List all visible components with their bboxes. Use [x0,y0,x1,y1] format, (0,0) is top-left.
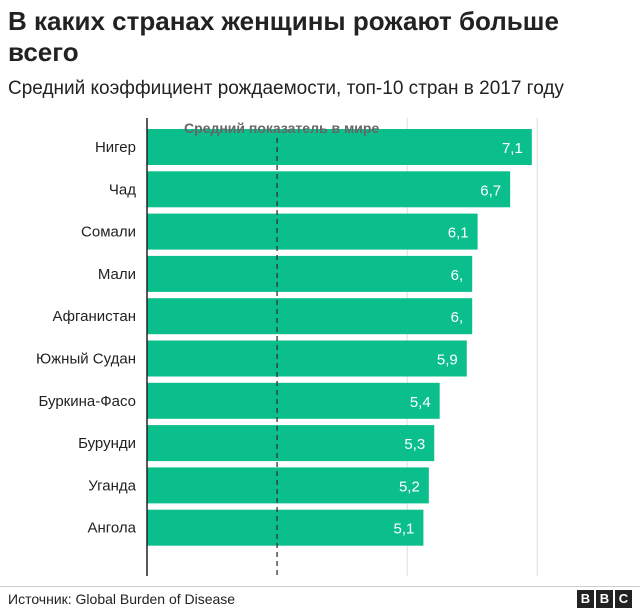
bbc-logo-letter-2: B [596,590,613,608]
category-labels: Нигер Чад Сомали Мали Афганистан Южный Судан Б… [36,139,137,537]
reference-line-group: Средний показатель в мире [184,120,379,576]
bar-chart: Нигер Чад Сомали Мали Афганистан Южный Судан Б… [36,118,538,576]
bar-7 [147,382,440,419]
value-label-10: 5,1 [394,521,415,538]
value-label-8: 5,3 [404,436,425,453]
category-label-3: Сомали [81,224,136,241]
category-label-6: Южный Судан [36,351,136,368]
bar-9 [147,467,429,504]
value-labels: 7,1 6,7 6,1 6, 6, 5,9 5,4 5,3 5,2 5,1 [394,140,523,538]
value-label-1: 7,1 [502,140,523,157]
bars [147,129,532,546]
chart-subtitle: Средний коэффициент рождаемости, топ-10 … [8,78,564,99]
category-label-5: Афганистан [53,308,137,325]
bar-2 [147,171,511,208]
value-label-7: 5,4 [410,394,431,411]
value-label-3: 6,1 [448,225,469,242]
bar-1 [147,129,532,165]
chart-title: В каких странах женщины рожают больше вс… [8,6,559,67]
value-label-2: 6,7 [480,182,501,199]
bar-10 [147,509,424,546]
bar-6 [147,340,467,377]
category-label-1: Нигер [95,139,136,156]
category-label-8: Бурунди [78,435,136,452]
bar-3 [147,213,478,250]
footer-divider [0,586,640,587]
bar-4 [147,255,473,292]
category-label-10: Ангола [87,520,136,537]
value-label-5: 6, [451,309,464,326]
value-label-4: 6, [451,267,464,284]
value-label-9: 5,2 [399,478,420,495]
bar-8 [147,425,435,462]
category-label-2: Чад [109,181,136,198]
bar-5 [147,298,473,335]
bbc-logo-letter-3: C [615,590,632,608]
source-note: Источник: Global Burden of Disease [8,591,236,607]
category-label-9: Уганда [88,477,136,494]
category-label-7: Буркина-Фасо [38,393,136,410]
bbc-logo: B B C [577,590,632,608]
value-label-6: 5,9 [437,352,458,369]
reference-line-label: Средний показатель в мире [184,120,379,136]
category-label-4: Мали [98,266,136,283]
bbc-logo-letter-1: B [577,590,594,608]
